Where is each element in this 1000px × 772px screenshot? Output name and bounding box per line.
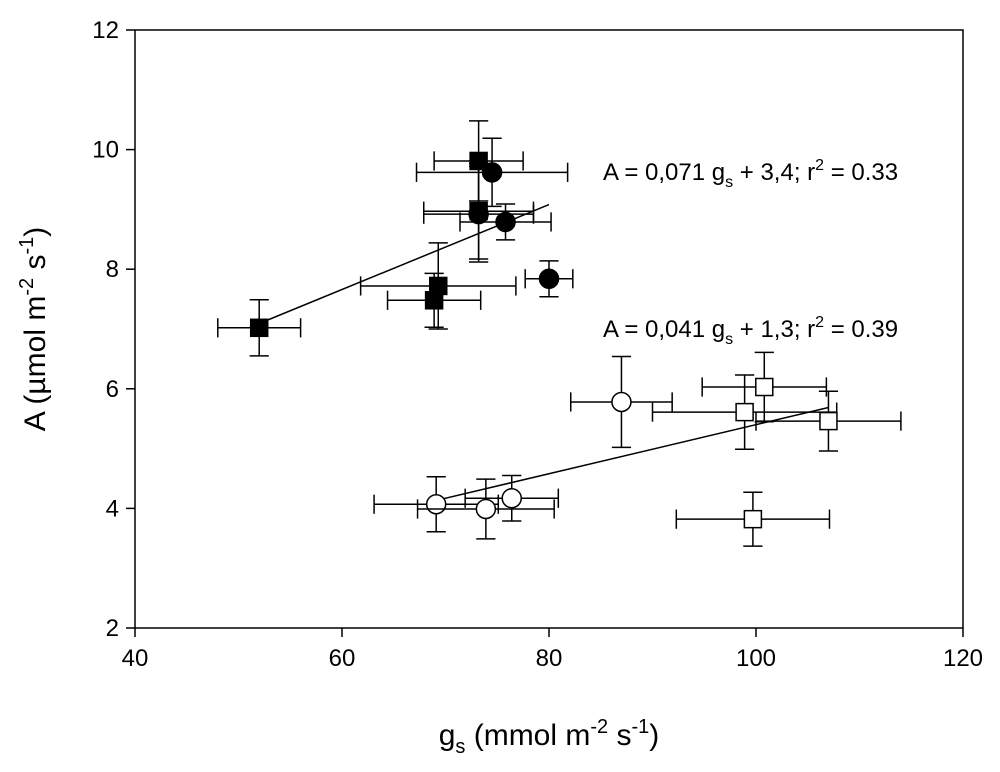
x-tick-label: 80 <box>536 645 563 672</box>
data-point <box>459 203 552 241</box>
square-marker <box>735 402 754 422</box>
data-point <box>755 390 902 452</box>
x-tick-label: 120 <box>943 645 983 672</box>
circle-marker <box>501 487 522 509</box>
regression-label-2: A = 0,041 gs + 1,3; r2 = 0.39 <box>603 314 898 348</box>
circle-marker <box>468 203 489 225</box>
data-point <box>359 242 517 330</box>
circle-marker <box>481 162 503 183</box>
y-tick-label: 4 <box>106 495 119 522</box>
x-axis-label: gs (mmol m-2 s-1) <box>439 716 660 758</box>
regression-label-1: A = 0,071 gs + 3,4; r2 = 0.33 <box>603 157 898 191</box>
data-point <box>423 165 535 263</box>
y-tick-label: 8 <box>106 256 119 283</box>
square-marker <box>755 377 774 397</box>
y-tick-label: 2 <box>106 615 119 642</box>
circle-marker <box>611 391 632 413</box>
circle-marker <box>495 211 516 233</box>
regression-line <box>434 406 829 502</box>
data-point <box>675 491 831 547</box>
y-tick-label: 10 <box>92 137 119 164</box>
y-axis-label: A (µmol m-2 s-1) <box>16 227 52 432</box>
x-tick-label: 60 <box>329 645 356 672</box>
circle-marker <box>425 493 447 515</box>
y-tick-label: 6 <box>106 376 119 403</box>
data-point <box>386 272 482 328</box>
circle-marker <box>475 498 497 520</box>
x-tick-label: 100 <box>736 645 776 672</box>
data-point <box>569 355 673 449</box>
circle-marker <box>538 268 560 290</box>
data-point <box>433 120 524 202</box>
square-marker <box>249 318 269 338</box>
data-point <box>464 474 560 522</box>
data-point <box>701 351 828 423</box>
data-point <box>651 374 838 450</box>
data-point <box>217 298 302 357</box>
square-marker <box>424 291 444 310</box>
data-point <box>524 260 574 298</box>
data-point <box>415 137 569 208</box>
data-point <box>416 478 555 540</box>
y-tick-label: 12 <box>92 17 119 44</box>
x-tick-label: 40 <box>122 645 149 672</box>
square-marker <box>819 411 838 431</box>
square-marker <box>743 509 763 529</box>
